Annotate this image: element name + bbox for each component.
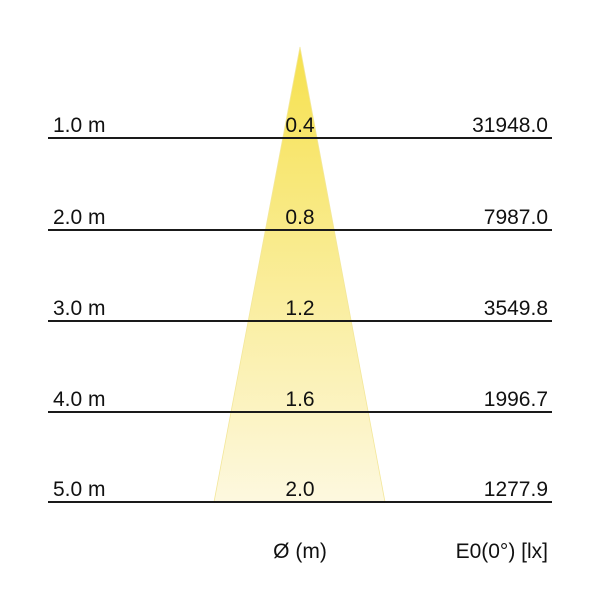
diameter-value: 0.8 xyxy=(285,206,315,229)
illuminance-value: 1996.7 xyxy=(483,388,548,411)
distance-label: 4.0 m xyxy=(53,388,106,411)
diameter-value: 2.0 xyxy=(285,478,315,501)
distance-line xyxy=(48,501,552,503)
distance-label: 1.0 m xyxy=(53,114,106,137)
distance-line xyxy=(48,137,552,139)
distance-line xyxy=(48,320,552,322)
distance-label: 2.0 m xyxy=(53,206,106,229)
distance-line xyxy=(48,229,552,231)
illuminance-value: 3549.8 xyxy=(483,297,548,320)
diameter-value: 1.6 xyxy=(285,388,315,411)
illuminance-value: 31948.0 xyxy=(472,114,548,137)
illuminance-value: 7987.0 xyxy=(483,206,548,229)
diameter-axis-label: Ø (m) xyxy=(273,540,327,563)
distance-label: 3.0 m xyxy=(53,297,106,320)
distance-line xyxy=(48,411,552,413)
diameter-value: 1.2 xyxy=(285,297,315,320)
distance-label: 5.0 m xyxy=(53,478,106,501)
illuminance-axis-label: E0(0°) [lx] xyxy=(455,540,548,563)
illuminance-value: 1277.9 xyxy=(483,478,548,501)
diameter-value: 0.4 xyxy=(285,114,315,137)
